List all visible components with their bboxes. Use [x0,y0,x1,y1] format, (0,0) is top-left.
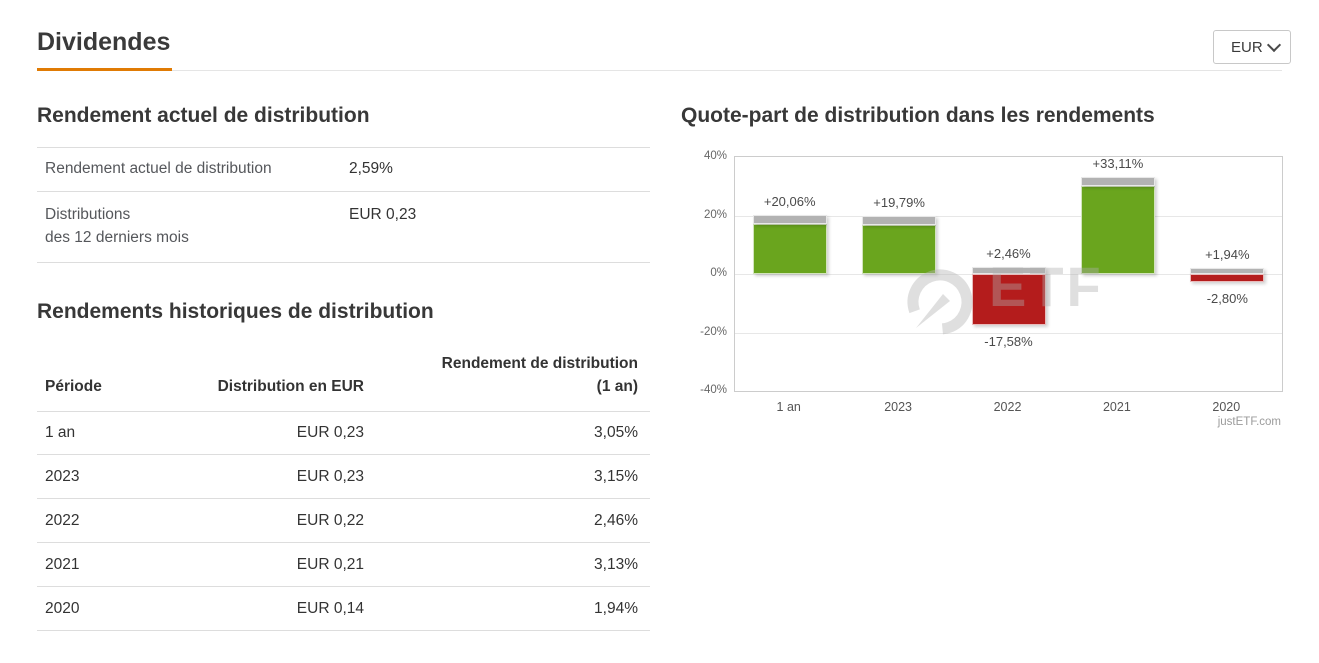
header-divider [37,70,1282,71]
bar-segment[interactable] [862,225,937,274]
chart-plot: ETF +20,06% +19,79% +2,46% -17,58% +33,11% +1… [734,156,1283,392]
table-cell-distribution: EUR 0,23 [296,468,364,485]
currency-select-value: EUR [1231,38,1263,56]
bar-segment[interactable] [862,216,937,226]
bar-segment[interactable] [752,224,827,274]
table-cell-distribution: EUR 0,23 [296,424,364,441]
table-cell-yield: 2,46% [594,512,638,529]
current-yield-table: Rendement actuel de distribution 2,59% D… [37,147,650,264]
row-value: EUR 0,23 [349,206,417,224]
table-row: Distributions des 12 derniers mois EUR 0… [37,192,650,264]
history-heading: Rendements historiques de distribution [37,300,434,323]
bar-segment[interactable] [752,215,827,225]
x-axis-label: 2021 [1102,400,1131,414]
column-header-period: Période [45,378,102,396]
table-cell-yield: 3,13% [594,556,638,573]
table-cell-yield: 3,05% [594,424,638,441]
row-label-line1: Distributions [45,206,131,224]
currency-select[interactable]: EUR [1213,30,1291,64]
bar-value-label: +1,94% [1205,247,1250,263]
bar-segment[interactable] [1080,177,1155,187]
bar-segment[interactable] [971,274,1046,326]
table-cell-period: 2020 [45,600,80,617]
bar-value-label: +2,46% [986,245,1031,261]
table-cell-period: 1 an [45,424,76,441]
row-label: Rendement actuel de distribution [45,160,272,177]
justetf-gauge-watermark-icon [907,269,973,335]
bar-value-label: +19,79% [873,195,925,211]
row-label: Distributions des 12 derniers mois [45,204,349,249]
current-yield-heading: Rendement actuel de distribution [37,104,370,127]
y-axis-tick: 40% [703,150,727,162]
table-cell-distribution: EUR 0,21 [296,556,364,573]
bar-value-label: -17,58% [984,334,1033,350]
gridline [735,332,1282,334]
distribution-chart: 40% 20% 0% -20% -40% ETF +20,06% +19,79% +2,46… [681,143,1283,443]
table-row: Rendement actuel de distribution 2,59% [37,148,650,193]
justetf-credit: justETF.com [1217,416,1281,428]
y-axis-tick: -40% [700,384,727,396]
column-header-distribution: Distribution en EUR [217,378,364,396]
row-value: 2,59% [349,160,393,177]
bar-value-label: -2,80% [1206,291,1248,307]
table-cell-yield: 1,94% [594,600,638,617]
column-header-yield-line2: (1 an) [596,378,638,396]
chevron-down-icon [1266,37,1282,53]
bar-segment[interactable] [1190,268,1265,274]
table-cell-period: 2023 [45,468,80,485]
x-axis-label: 2020 [1212,400,1241,414]
table-row: 2021 EUR 0,21 3,13% [37,543,650,587]
history-table-header: Période Distribution en EUR Rendement de… [37,352,650,412]
table-cell-period: 2022 [45,512,80,529]
x-axis-label: 2023 [884,400,912,414]
y-axis-tick: 0% [710,267,727,279]
bar-segment[interactable] [971,266,1046,274]
bar-segment[interactable] [1190,274,1265,283]
bar-segment[interactable] [1080,186,1155,274]
page-title: Dividendes [37,28,171,56]
table-cell-yield: 3,15% [594,468,638,485]
column-header-yield-line1: Rendement de distribution [441,355,638,372]
y-axis-tick: -20% [700,325,727,338]
x-axis-label: 1 an [776,400,801,414]
title-accent-underline [37,68,172,71]
bar-value-label: +20,06% [763,194,816,210]
table-cell-period: 2021 [45,556,80,573]
table-row: 2023 EUR 0,23 3,15% [37,455,650,499]
table-cell-distribution: EUR 0,14 [296,600,364,617]
chart-heading: Quote-part de distribution dans les rend… [681,104,1155,127]
table-cell-distribution: EUR 0,22 [296,512,364,529]
gridline [735,215,1282,217]
history-table-body: 1 an EUR 0,23 3,05% 2023 EUR 0,23 3,15% 2022 EU… [37,411,650,631]
row-label-line2: des 12 derniers mois [45,228,189,246]
x-axis-label: 2022 [993,400,1022,414]
table-row: 1 an EUR 0,23 3,05% [37,411,650,455]
y-axis-tick: 20% [703,208,727,221]
column-header-yield: Rendement de distribution (1 an) [364,352,638,399]
table-row: 2020 EUR 0,14 1,94% [37,587,650,631]
table-row: 2022 EUR 0,22 2,46% [37,499,650,543]
bar-value-label: +33,11% [1092,156,1144,172]
